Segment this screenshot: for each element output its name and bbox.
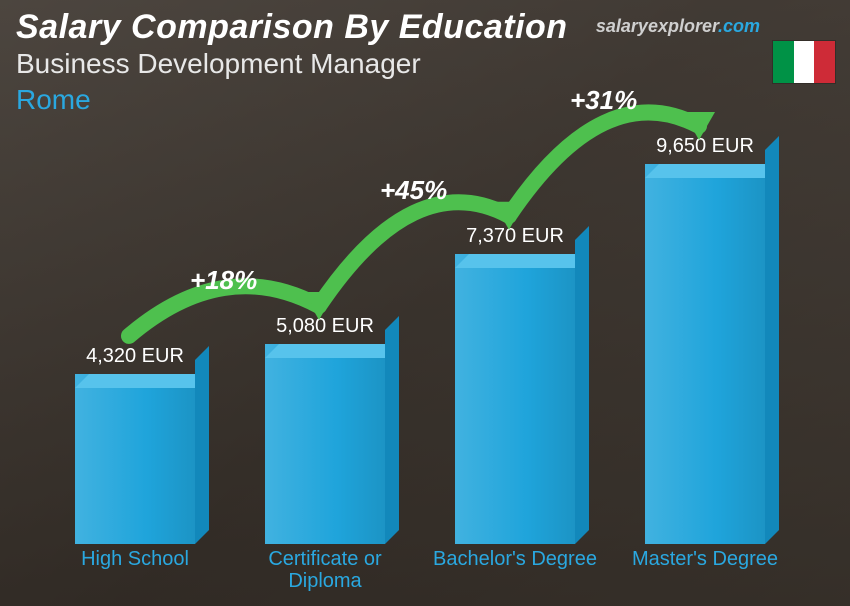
flag-stripe-2 — [794, 41, 815, 83]
brand-suffix: .com — [718, 16, 760, 36]
bar-shape-0 — [75, 374, 195, 544]
chart-container: Salary Comparison By Education Business … — [0, 0, 850, 606]
delta-label-2: +31% — [570, 85, 637, 116]
flag-stripe-3 — [814, 41, 835, 83]
x-label-0: High School — [40, 544, 230, 594]
bar-shape-3 — [645, 164, 765, 544]
delta-label-1: +45% — [380, 175, 447, 206]
chart-subtitle: Business Development Manager — [16, 48, 421, 80]
brand-prefix: salaryexplorer — [596, 16, 718, 36]
bar-value-3: 9,650 EUR — [656, 135, 754, 158]
chart-title: Salary Comparison By Education — [16, 8, 568, 47]
bar-value-1: 5,080 EUR — [276, 315, 374, 338]
flag-icon — [772, 40, 836, 84]
bar-value-0: 4,320 EUR — [86, 345, 184, 368]
bar-shape-2 — [455, 254, 575, 544]
bar-3: 9,650 EUR — [610, 135, 800, 544]
flag-stripe-1 — [773, 41, 794, 83]
delta-label-0: +18% — [190, 265, 257, 296]
x-label-2: Bachelor's Degree — [420, 544, 610, 594]
bar-1: 5,080 EUR — [230, 315, 420, 544]
x-label-3: Master's Degree — [610, 544, 800, 594]
x-label-1: Certificate or Diploma — [230, 544, 420, 594]
bar-value-2: 7,370 EUR — [466, 225, 564, 248]
bars-area: 4,320 EUR 5,080 EUR 7,370 EUR 9,650 EUR — [40, 104, 800, 544]
x-labels: High SchoolCertificate or DiplomaBachelo… — [40, 544, 800, 594]
bar-2: 7,370 EUR — [420, 225, 610, 544]
bar-0: 4,320 EUR — [40, 345, 230, 544]
bar-shape-1 — [265, 344, 385, 544]
brand-label: salaryexplorer.com — [596, 16, 760, 37]
